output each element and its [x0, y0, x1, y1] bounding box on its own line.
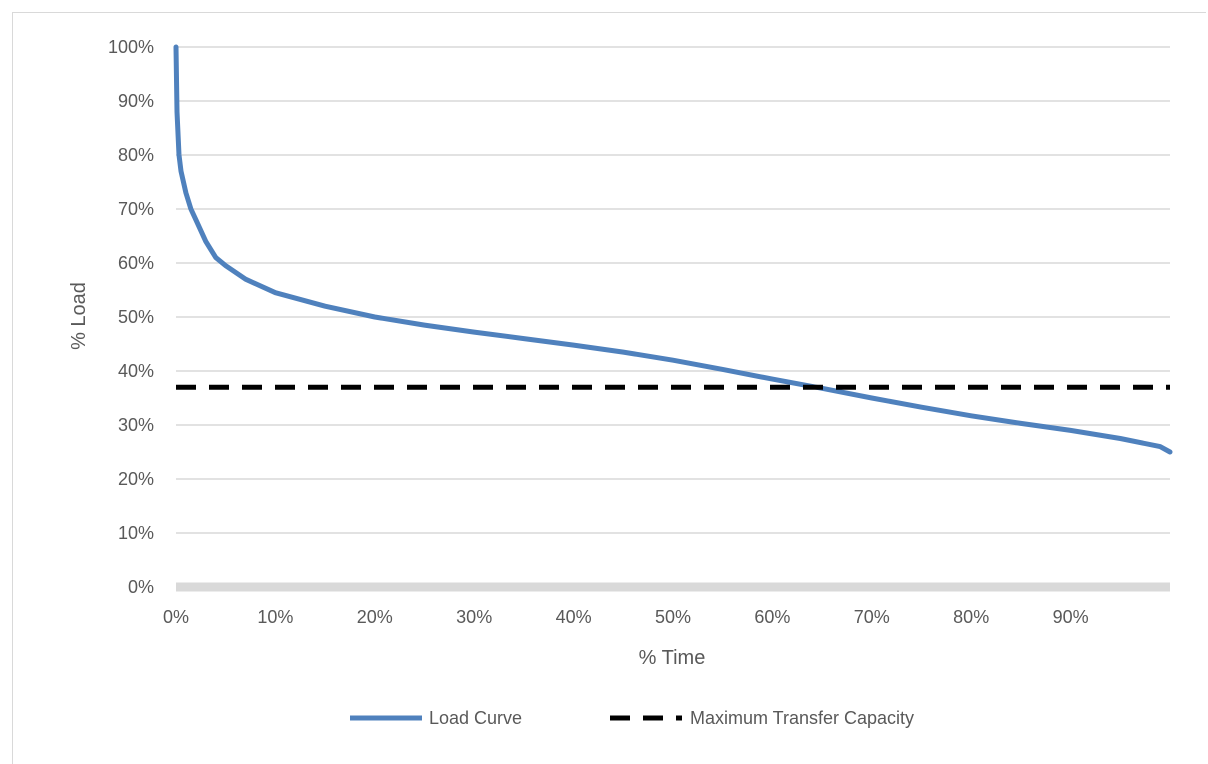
- legend-label-load-curve: Load Curve: [429, 708, 522, 728]
- x-tick-label: 90%: [1053, 607, 1089, 627]
- x-axis-title: % Time: [639, 647, 706, 669]
- x-tick-label: 80%: [953, 607, 989, 627]
- y-tick-label: 50%: [118, 307, 154, 327]
- y-tick-label: 70%: [118, 199, 154, 219]
- x-tick-label: 30%: [456, 607, 492, 627]
- series-line-load-curve: [173, 44, 1173, 455]
- y-tick-label: 20%: [118, 469, 154, 489]
- x-tick-label: 40%: [556, 607, 592, 627]
- y-tick-label: 30%: [118, 415, 154, 435]
- y-axis-title: % Load: [68, 282, 90, 350]
- y-tick-label: 80%: [118, 145, 154, 165]
- x-tick-label: 20%: [357, 607, 393, 627]
- y-tick-label: 60%: [118, 253, 154, 273]
- x-tick-labels: 0% 10% 20% 30% 40% 50% 60% 70% 80% 90%: [163, 607, 1089, 627]
- y-tick-label: 0%: [128, 577, 154, 597]
- x-tick-label: 0%: [163, 607, 189, 627]
- legend-label-max-transfer-capacity: Maximum Transfer Capacity: [690, 708, 914, 728]
- x-tick-label: 70%: [854, 607, 890, 627]
- series-lines: [173, 44, 1173, 455]
- y-tick-labels: 0% 10% 20% 30% 40% 50% 60% 70% 80% 90% 100%: [108, 37, 154, 597]
- gridlines: [176, 46, 1170, 592]
- y-tick-label: 100%: [108, 37, 154, 57]
- y-tick-label: 90%: [118, 91, 154, 111]
- chart-frame: [12, 12, 1206, 764]
- x-tick-label: 10%: [257, 607, 293, 627]
- x-tick-label: 50%: [655, 607, 691, 627]
- legend: Load Curve Maximum Transfer Capacity: [350, 708, 914, 728]
- y-tick-label: 10%: [118, 523, 154, 543]
- y-tick-label: 40%: [118, 361, 154, 381]
- x-tick-label: 60%: [754, 607, 790, 627]
